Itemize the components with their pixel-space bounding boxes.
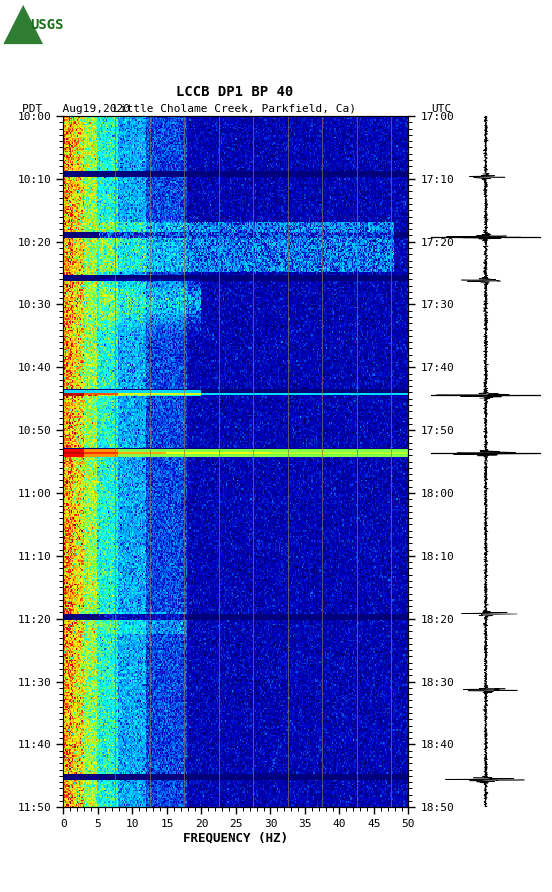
Text: UTC: UTC [432,103,452,113]
Text: Little Cholame Creek, Parkfield, Ca): Little Cholame Creek, Parkfield, Ca) [113,103,356,113]
Polygon shape [3,4,43,44]
Text: USGS: USGS [30,18,63,31]
X-axis label: FREQUENCY (HZ): FREQUENCY (HZ) [183,832,289,845]
Text: PDT   Aug19,2020: PDT Aug19,2020 [22,103,130,113]
Text: LCCB DP1 BP 40: LCCB DP1 BP 40 [176,86,293,99]
